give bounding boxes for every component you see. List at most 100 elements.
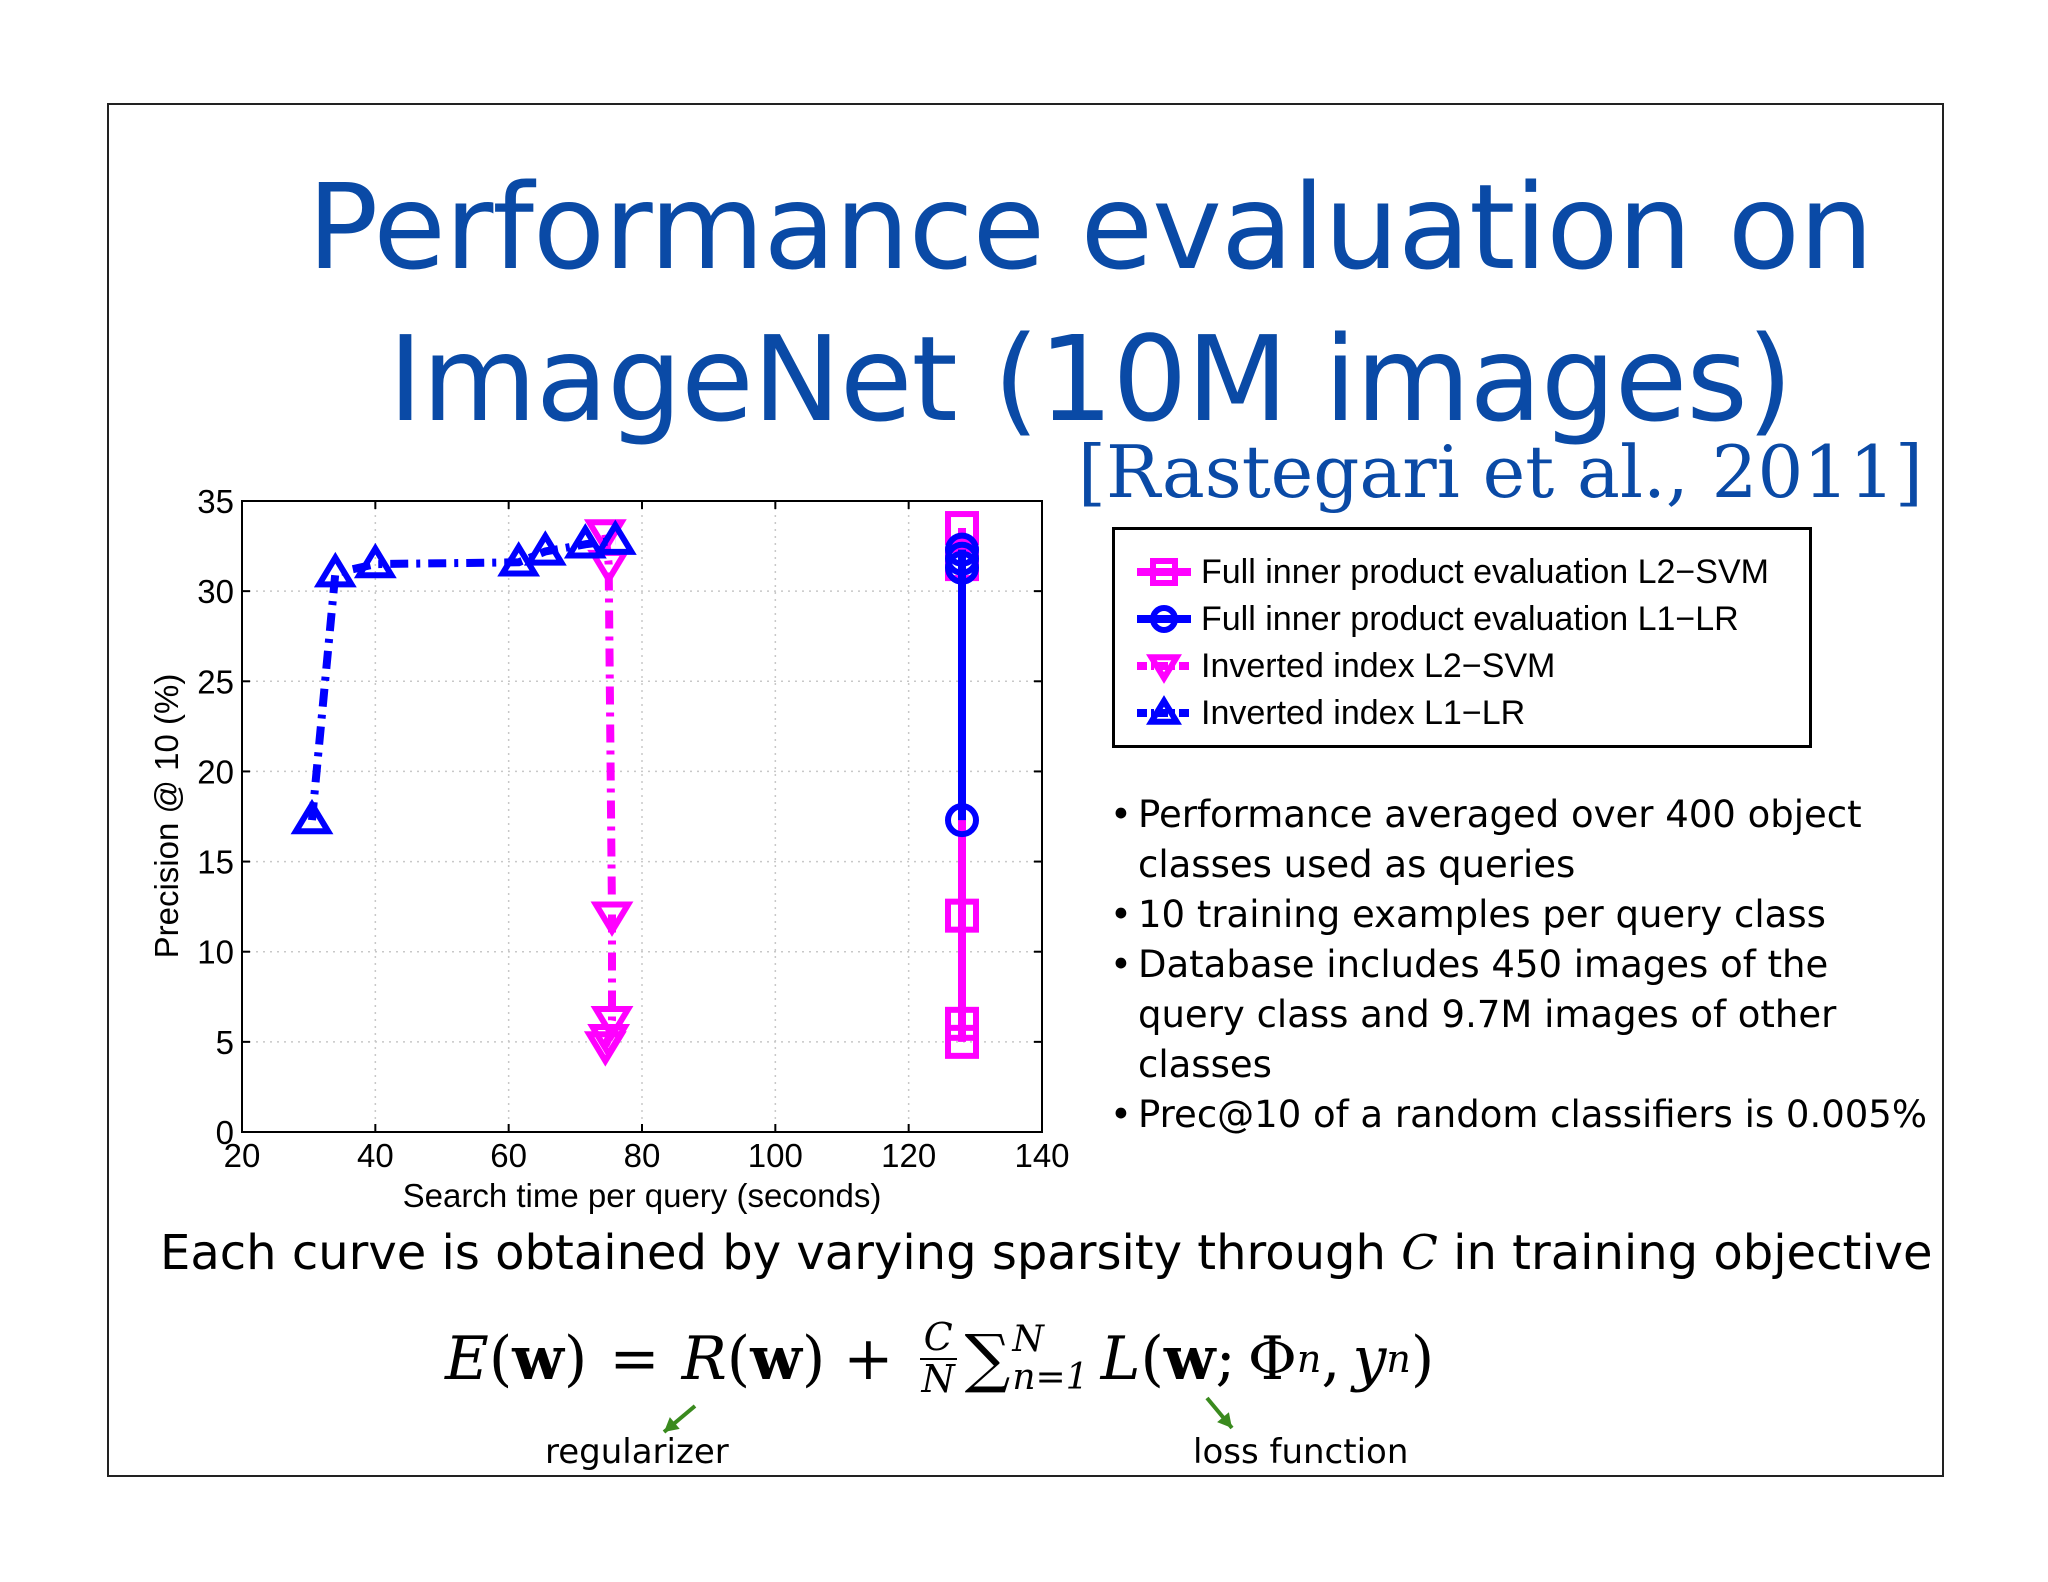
eq-paren: ( bbox=[1140, 1323, 1164, 1394]
bullet-list: Performance averaged over 400 object cla… bbox=[1110, 790, 1940, 1140]
slide-title-line-2: ImageNet (10M images) bbox=[388, 310, 1793, 448]
caption: Each curve is obtained by varying sparsi… bbox=[160, 1225, 1933, 1281]
eq-arg: w bbox=[750, 1323, 802, 1394]
regularizer-label: regularizer bbox=[545, 1432, 729, 1472]
data-point-square bbox=[1150, 558, 1178, 586]
y-tick-label: 10 bbox=[197, 934, 234, 971]
slide-title-line-1: Performance evaluation on bbox=[307, 158, 1873, 296]
caption-text-after: in training objective bbox=[1437, 1225, 1933, 1281]
data-point-triangle-up bbox=[313, 551, 357, 588]
eq-reg-fn: R bbox=[681, 1323, 727, 1394]
series-line bbox=[308, 536, 616, 821]
eq-frac-den: N bbox=[921, 1356, 955, 1401]
eq-comma: , bbox=[1321, 1323, 1353, 1394]
legend-item-inverted-l2svm: Inverted index L2−SVM bbox=[1135, 644, 1555, 688]
eq-paren: ) bbox=[1410, 1323, 1435, 1394]
chart-grid bbox=[242, 501, 1042, 1132]
data-point-circle bbox=[945, 532, 979, 567]
eq-paren: ( bbox=[488, 1323, 513, 1394]
eq-phi: Φ bbox=[1247, 1323, 1297, 1394]
series-line bbox=[601, 533, 616, 1048]
data-point-square bbox=[945, 1006, 979, 1041]
bullet-item: Prec@10 of a random classifiers is 0.005… bbox=[1110, 1090, 1940, 1140]
legend-swatch-triangle-down-icon bbox=[1137, 654, 1191, 684]
x-axis-label: Search time per query (seconds) bbox=[403, 1177, 882, 1214]
legend-item-full-l2svm: Full inner product evaluation L2−SVM bbox=[1135, 550, 1769, 594]
legend-label: Inverted index L2−SVM bbox=[1201, 646, 1556, 685]
data-point-triangle-up bbox=[593, 519, 637, 555]
regularizer-arrow-icon bbox=[662, 1404, 697, 1434]
eq-subscript: n bbox=[1296, 1336, 1322, 1381]
series-2 bbox=[583, 519, 634, 1067]
chart-legend: Full inner product evaluation L2−SVM Ful… bbox=[1112, 527, 1812, 748]
y-tick-label: 25 bbox=[197, 663, 234, 700]
precision-vs-search-time-chart: 20 40 60 80 100 120 140 0 5 10 15 20 25 30 35 Search t… bbox=[148, 483, 1070, 1214]
eq-sum-upper: N bbox=[1012, 1319, 1044, 1361]
data-point-triangle-down bbox=[590, 1006, 634, 1042]
y-tick-label: 30 bbox=[197, 573, 234, 610]
caption-text-before: Each curve is obtained by varying sparsi… bbox=[160, 1225, 1402, 1281]
citation: [Rastegari et al., 2011] bbox=[1077, 430, 1923, 514]
eq-paren: ) bbox=[563, 1323, 588, 1394]
series-1 bbox=[945, 532, 979, 838]
x-tick-label: 140 bbox=[1014, 1137, 1069, 1174]
eq-sum-lower: n=1 bbox=[1012, 1356, 1089, 1398]
legend-label: Inverted index L1−LR bbox=[1201, 693, 1526, 732]
eq-arg: w bbox=[1163, 1323, 1216, 1394]
data-point-triangle-up bbox=[1146, 695, 1182, 725]
x-tick-label: 120 bbox=[881, 1137, 936, 1174]
y-tick-label: 0 bbox=[216, 1114, 234, 1151]
data-point-triangle-up bbox=[563, 523, 607, 559]
bullet-item: Performance averaged over 400 object cla… bbox=[1110, 790, 1940, 890]
bullet-item: Database includes 450 images of the quer… bbox=[1110, 940, 1940, 1090]
legend-swatch-square-icon bbox=[1137, 558, 1191, 586]
x-tick-label: 100 bbox=[748, 1137, 803, 1174]
x-tick-label: 60 bbox=[490, 1137, 527, 1174]
legend-label: Full inner product evaluation L1−LR bbox=[1201, 599, 1739, 638]
data-point-square bbox=[945, 898, 979, 933]
data-point-triangle-down bbox=[1146, 654, 1182, 684]
data-point-triangle-down bbox=[583, 519, 627, 555]
y-tick-label: 15 bbox=[197, 844, 234, 881]
y-axis-label: Precision @ 10 (%) bbox=[148, 674, 185, 959]
chart-ticks: 20 40 60 80 100 120 140 0 5 10 15 20 25 30 35 bbox=[197, 483, 1069, 1174]
eq-paren: ) bbox=[801, 1323, 826, 1394]
y-tick-label: 20 bbox=[197, 753, 234, 790]
legend-swatch-triangle-up-icon bbox=[1137, 695, 1191, 725]
eq-loss-fn: L bbox=[1100, 1323, 1141, 1394]
loss-arrow-icon bbox=[1205, 1396, 1234, 1430]
eq-subscript: n bbox=[1386, 1336, 1411, 1381]
caption-variable: C bbox=[1401, 1225, 1438, 1281]
legend-item-inverted-l1lr: Inverted index L1−LR bbox=[1135, 691, 1525, 735]
data-point-triangle-down bbox=[590, 901, 634, 937]
eq-frac-num: C bbox=[919, 1317, 957, 1360]
eq-equals: = bbox=[609, 1323, 660, 1394]
data-point-circle bbox=[1150, 605, 1178, 633]
arrow-head bbox=[664, 1417, 680, 1432]
y-tick-label: 35 bbox=[197, 483, 234, 520]
y-tick-label: 5 bbox=[216, 1024, 234, 1061]
x-tick-label: 80 bbox=[624, 1137, 661, 1174]
data-point-circle bbox=[945, 803, 979, 838]
eq-paren: ( bbox=[726, 1323, 751, 1394]
legend-item-full-l1lr: Full inner product evaluation L1−LR bbox=[1135, 597, 1739, 641]
data-point-triangle-up bbox=[497, 541, 541, 577]
loss-function-label: loss function bbox=[1193, 1432, 1409, 1472]
eq-sum-symbol: ∑ bbox=[964, 1321, 1011, 1396]
legend-label: Full inner product evaluation L2−SVM bbox=[1201, 552, 1769, 591]
data-point-square bbox=[945, 1024, 979, 1059]
eq-y: y bbox=[1352, 1323, 1387, 1394]
legend-swatch-circle-icon bbox=[1137, 605, 1191, 633]
eq-arg: w bbox=[512, 1323, 564, 1394]
data-point-triangle-up bbox=[290, 798, 334, 835]
series-3 bbox=[290, 519, 637, 835]
data-point-triangle-up bbox=[523, 530, 567, 566]
eq-plus: + bbox=[843, 1323, 894, 1394]
data-point-triangle-up bbox=[353, 542, 397, 579]
x-tick-label: 20 bbox=[224, 1137, 261, 1174]
